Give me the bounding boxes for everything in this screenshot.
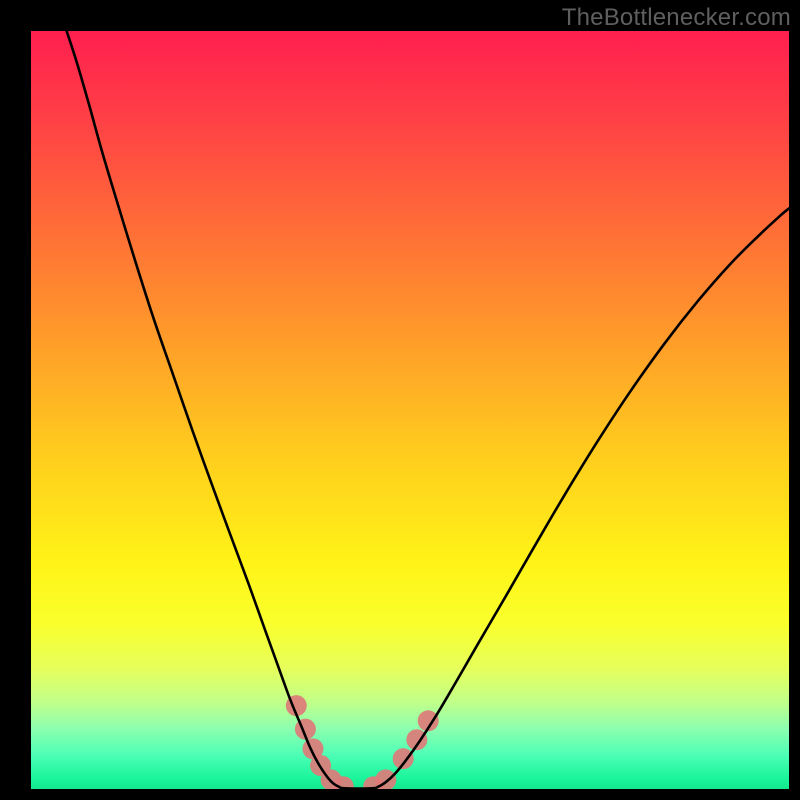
plot-area: [31, 31, 789, 789]
watermark-text: TheBottlenecker.com: [562, 4, 791, 32]
chart-stage: TheBottlenecker.com: [0, 0, 800, 800]
curve-marker: [393, 748, 414, 769]
curve-layer: [31, 31, 789, 789]
bottleneck-curve: [67, 31, 789, 788]
